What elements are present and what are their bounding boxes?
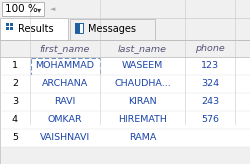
Bar [0,111,250,129]
Bar [0,18,250,40]
Text: OMKAR: OMKAR [48,115,82,124]
Text: first_name: first_name [40,44,90,53]
Bar [0,129,250,147]
Text: ▾: ▾ [37,5,41,14]
Text: 3: 3 [12,98,18,106]
Text: VAISHNAVI: VAISHNAVI [40,133,90,143]
Text: 243: 243 [201,98,219,106]
Text: 100 %: 100 % [5,4,38,14]
Bar [0,93,250,111]
Text: phone: phone [195,44,225,53]
Text: RAMA: RAMA [129,133,156,143]
Bar [6,23,9,26]
Text: RAVI: RAVI [54,98,76,106]
Text: 576: 576 [201,115,219,124]
Bar [30,58,100,74]
Text: MOHAMMAD: MOHAMMAD [36,62,94,71]
Text: 123: 123 [201,62,219,71]
Bar [6,27,9,30]
Text: Messages: Messages [88,24,136,34]
FancyBboxPatch shape [2,2,44,16]
Text: ◄: ◄ [50,6,56,12]
Bar [0,40,250,57]
Text: 324: 324 [201,80,219,89]
Bar [0,75,250,93]
Text: 4: 4 [12,115,18,124]
Bar [75,23,83,33]
Text: Results: Results [18,24,54,34]
Text: 2: 2 [12,80,18,89]
Text: 5: 5 [12,133,18,143]
Text: CHAUDHA...: CHAUDHA... [114,80,171,89]
Bar [10,27,13,30]
Text: ARCHANA: ARCHANA [42,80,88,89]
Bar [0,57,250,75]
Bar [10,23,13,26]
Bar [70,19,155,40]
Bar [75,23,80,33]
Bar [0,40,250,164]
Text: KIRAN: KIRAN [128,98,157,106]
Bar [0,18,68,40]
Text: HIREMATH: HIREMATH [118,115,167,124]
Text: WASEEM: WASEEM [122,62,163,71]
Text: last_name: last_name [118,44,167,53]
Text: 1: 1 [12,62,18,71]
